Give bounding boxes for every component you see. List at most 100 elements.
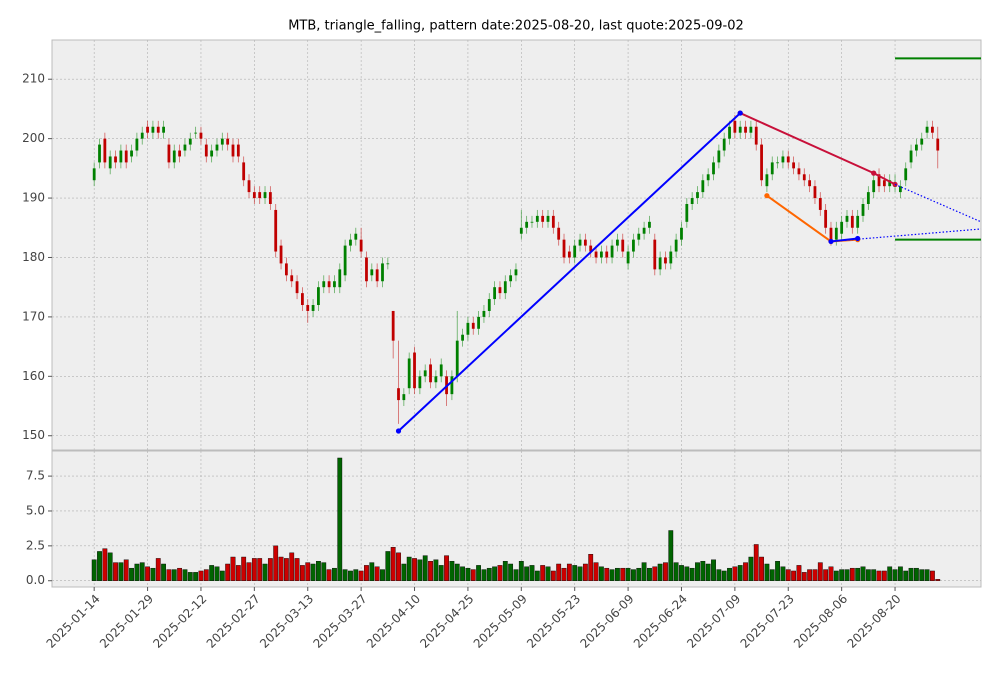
volume-bar: [337, 457, 343, 581]
candle-body: [98, 144, 101, 163]
volume-bar: [219, 570, 225, 581]
candle-body: [637, 233, 641, 240]
candle-body: [840, 221, 844, 234]
candle-body: [760, 144, 763, 181]
volume-bar: [529, 565, 535, 581]
candle-body: [466, 322, 470, 335]
candle-body: [274, 209, 278, 252]
x-tick-label: 2025-02-27: [204, 592, 263, 651]
candle-body: [583, 239, 587, 246]
pattern-line: [894, 183, 982, 223]
candle-body: [813, 186, 817, 199]
candle-body: [439, 364, 443, 377]
candle-body: [706, 174, 710, 181]
candle-body: [525, 221, 529, 228]
volume-bar: [449, 560, 455, 581]
volume-bar: [182, 569, 188, 581]
volume-bar: [817, 562, 823, 581]
volume-bar: [139, 562, 145, 581]
x-tick-label: 2025-06-09: [577, 592, 636, 651]
candle-body: [482, 310, 486, 317]
volume-bar: [828, 566, 834, 581]
candle-body: [920, 138, 924, 145]
candle-body: [824, 209, 828, 228]
candle-body: [108, 156, 112, 169]
volume-bar: [871, 569, 877, 581]
candle-body: [712, 162, 715, 175]
y-tick-label: 170: [22, 309, 45, 323]
candle-body: [882, 180, 886, 187]
volume-bar: [97, 551, 102, 581]
x-tick-label: 2025-08-20: [844, 592, 903, 651]
candle-body: [252, 192, 256, 199]
candle-body: [931, 126, 934, 133]
candle-body: [834, 227, 838, 240]
volume-bar: [812, 569, 818, 581]
candle-body: [578, 239, 582, 246]
volume-bar: [369, 562, 375, 581]
candle-body: [172, 150, 176, 163]
candle-body: [562, 239, 566, 258]
candle-body: [397, 388, 400, 401]
volume-bar: [283, 558, 289, 581]
x-tick-label: 2025-05-23: [524, 592, 583, 651]
candle-body: [151, 126, 155, 133]
volume-bar: [769, 569, 775, 581]
volume-bar: [187, 572, 193, 581]
candle-body: [744, 126, 747, 133]
candle-body: [471, 322, 475, 329]
candle-body: [92, 168, 96, 181]
volume-bar: [129, 567, 134, 581]
volume-bar: [924, 569, 930, 581]
volume-bar: [364, 565, 369, 581]
volume-tick-label: 0.0: [26, 573, 45, 587]
volume-bar: [273, 545, 279, 581]
candle-body: [498, 287, 502, 294]
volume-bar: [796, 565, 802, 581]
volume-bar: [460, 566, 465, 581]
volume-bar: [193, 572, 199, 581]
candle-body: [648, 221, 651, 228]
volume-bar: [908, 567, 914, 581]
x-tick-label: 2025-04-25: [417, 592, 476, 651]
volume-bar: [684, 566, 690, 581]
candle-body: [402, 394, 406, 401]
volume-bar: [663, 562, 668, 581]
x-tick-label: 2025-01-14: [44, 592, 103, 651]
volume-bar: [294, 558, 300, 581]
volume-bar: [844, 569, 850, 581]
pattern-line: [830, 228, 982, 243]
volume-bar: [903, 570, 909, 581]
candle-body: [722, 138, 726, 151]
volume-bar: [753, 544, 759, 581]
x-tick-label: 2025-07-23: [738, 592, 797, 651]
candle-body: [268, 192, 272, 204]
candle-body: [429, 364, 432, 383]
volume-bar: [887, 566, 893, 581]
volume-bar: [593, 562, 599, 581]
volume-bar: [225, 563, 231, 581]
pattern-point: [395, 428, 402, 434]
x-tick-label: 2025-04-10: [364, 592, 423, 651]
volume-bar: [524, 566, 530, 581]
volume-bar: [102, 548, 108, 581]
x-tick-label: 2025-01-29: [97, 592, 156, 651]
volume-bar: [241, 556, 247, 581]
candle-body: [717, 150, 721, 163]
volume-bar: [935, 579, 941, 581]
volume-bar: [705, 563, 711, 581]
volume-bar: [332, 567, 337, 581]
volume-bar: [316, 560, 321, 581]
x-tick-label: 2025-05-09: [471, 592, 530, 651]
candle-body: [845, 215, 849, 222]
candle-body: [610, 245, 614, 258]
volume-bar: [470, 569, 476, 581]
volume-bar: [598, 566, 604, 581]
candle-body: [322, 281, 326, 288]
volume-bar: [390, 547, 396, 581]
candle-body: [557, 227, 561, 240]
candle-body: [503, 281, 507, 294]
volume-bar: [353, 569, 359, 581]
volume-bar: [556, 563, 562, 581]
volume-bar: [454, 563, 460, 581]
